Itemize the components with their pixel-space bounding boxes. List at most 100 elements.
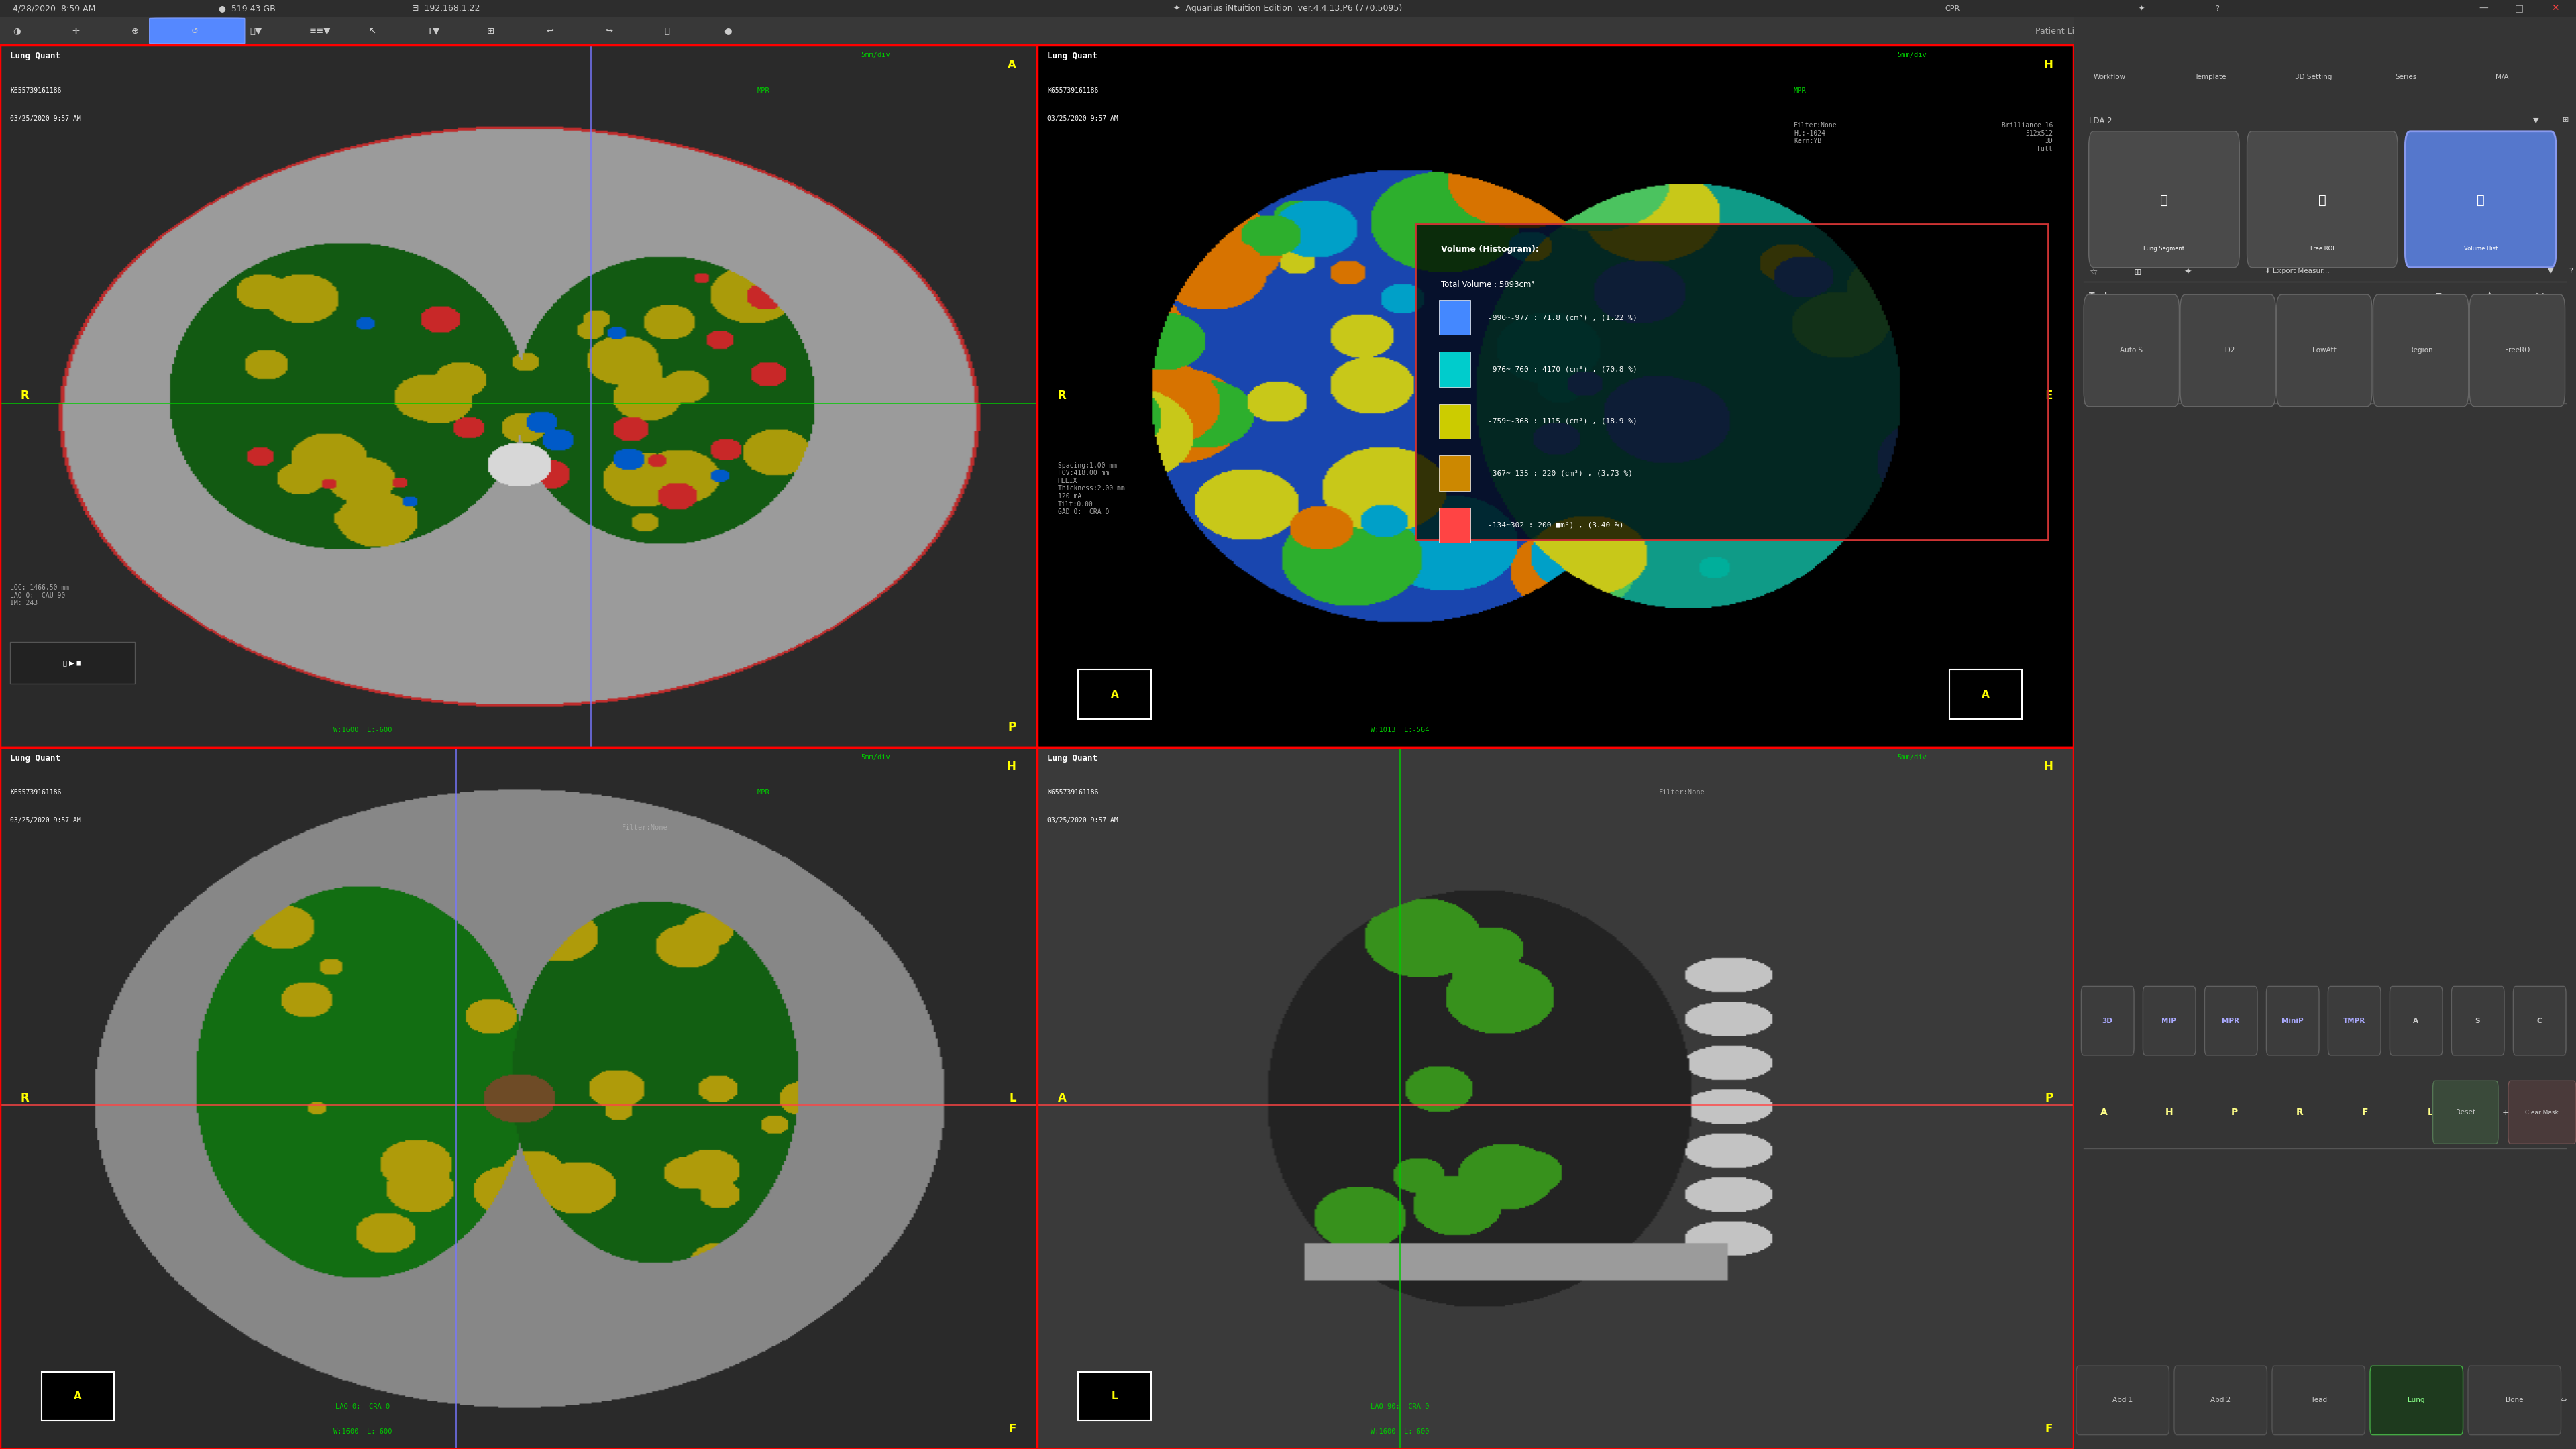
FancyBboxPatch shape bbox=[2391, 987, 2442, 1055]
Text: ⇔: ⇔ bbox=[2561, 1397, 2566, 1404]
Text: ⊞: ⊞ bbox=[2133, 268, 2141, 277]
Text: ?: ? bbox=[2215, 4, 2221, 12]
Bar bbox=[1079, 1372, 1151, 1421]
Text: ✛: ✛ bbox=[72, 26, 80, 35]
Text: Volume Hist: Volume Hist bbox=[2463, 246, 2499, 252]
Text: ⬛▼: ⬛▼ bbox=[250, 26, 263, 35]
Text: ✦: ✦ bbox=[2486, 291, 2494, 300]
FancyBboxPatch shape bbox=[2143, 987, 2195, 1055]
Text: Tool: Tool bbox=[2089, 291, 2107, 300]
Text: L: L bbox=[2427, 1107, 2434, 1117]
Text: 03/25/2020 9:57 AM: 03/25/2020 9:57 AM bbox=[10, 114, 82, 122]
Text: Filter:None: Filter:None bbox=[1659, 790, 1705, 796]
Text: A: A bbox=[1981, 690, 1989, 700]
Text: ?: ? bbox=[2568, 268, 2573, 274]
Text: W:1013  L:-564: W:1013 L:-564 bbox=[1370, 726, 1430, 733]
Text: R: R bbox=[1059, 390, 1066, 401]
Text: 03/25/2020 9:57 AM: 03/25/2020 9:57 AM bbox=[1048, 817, 1118, 824]
FancyBboxPatch shape bbox=[2174, 1366, 2267, 1435]
Text: F: F bbox=[2362, 1107, 2367, 1117]
Text: Lung Quant: Lung Quant bbox=[1048, 753, 1097, 762]
FancyBboxPatch shape bbox=[2179, 294, 2275, 406]
Text: Volume (Histogram):: Volume (Histogram): bbox=[1440, 245, 1538, 254]
Text: -976~-760 : 4170 (cm³) , (70.8 %): -976~-760 : 4170 (cm³) , (70.8 %) bbox=[1489, 367, 1638, 372]
Text: ⊕: ⊕ bbox=[131, 26, 139, 35]
Bar bbox=[1079, 669, 1151, 719]
FancyBboxPatch shape bbox=[1414, 225, 2048, 540]
Bar bbox=[1440, 300, 1471, 335]
Text: Region: Region bbox=[2409, 348, 2432, 354]
Text: CPR: CPR bbox=[1945, 4, 1960, 12]
Text: L: L bbox=[1010, 1093, 1015, 1104]
Text: MIP: MIP bbox=[2161, 1017, 2177, 1024]
Text: ⊞: ⊞ bbox=[2563, 117, 2568, 123]
Bar bbox=[1950, 669, 2022, 719]
Text: Abd 2: Abd 2 bbox=[2210, 1397, 2231, 1404]
Text: 3D: 3D bbox=[2102, 1017, 2112, 1024]
Text: LowAtt: LowAtt bbox=[2313, 348, 2336, 354]
Text: Viewer: Viewer bbox=[2210, 26, 2239, 35]
Text: Reset: Reset bbox=[2455, 1108, 2476, 1116]
Text: Patient List: Patient List bbox=[2035, 26, 2081, 35]
Text: Filter:None
HU:-1024
Kern:YB: Filter:None HU:-1024 Kern:YB bbox=[1793, 122, 1837, 145]
Text: W:1600  L:-600: W:1600 L:-600 bbox=[332, 1429, 392, 1435]
Text: ⬇ Export Measur...: ⬇ Export Measur... bbox=[2264, 268, 2329, 274]
FancyBboxPatch shape bbox=[2329, 987, 2380, 1055]
Text: ●: ● bbox=[724, 26, 732, 35]
Text: 03/25/2020 9:57 AM: 03/25/2020 9:57 AM bbox=[10, 817, 82, 824]
Text: ✦: ✦ bbox=[2184, 268, 2192, 277]
Text: Free ROI: Free ROI bbox=[2311, 246, 2334, 252]
Bar bbox=[10, 642, 134, 684]
Text: R: R bbox=[21, 1093, 28, 1104]
Text: ▼: ▼ bbox=[2548, 268, 2553, 274]
Text: M/A: M/A bbox=[2496, 74, 2509, 81]
Text: K655739161186: K655739161186 bbox=[1048, 790, 1097, 796]
Text: L: L bbox=[1110, 1391, 1118, 1401]
Text: 🫁: 🫁 bbox=[2318, 194, 2326, 206]
Text: Filter:None: Filter:None bbox=[621, 824, 667, 830]
Text: -759~-368 : 1115 (cm³) , (18.9 %): -759~-368 : 1115 (cm³) , (18.9 %) bbox=[1489, 417, 1638, 425]
Text: LAO 0:  CRA 0: LAO 0: CRA 0 bbox=[335, 1404, 389, 1410]
Bar bbox=[1440, 352, 1471, 387]
Text: -990~-977 : 71.8 (cm³) , (1.22 %): -990~-977 : 71.8 (cm³) , (1.22 %) bbox=[1489, 314, 1638, 320]
Text: Head: Head bbox=[2308, 1397, 2326, 1404]
Text: A: A bbox=[2099, 1107, 2107, 1117]
Text: Template: Template bbox=[2195, 74, 2226, 81]
Text: R: R bbox=[21, 390, 28, 401]
Text: ↩: ↩ bbox=[546, 26, 554, 35]
FancyBboxPatch shape bbox=[2272, 1366, 2365, 1435]
FancyBboxPatch shape bbox=[2509, 1081, 2576, 1143]
Text: 🔴: 🔴 bbox=[665, 26, 670, 35]
Text: ✕: ✕ bbox=[2550, 4, 2561, 13]
Text: P: P bbox=[1007, 720, 1015, 733]
Text: ↖: ↖ bbox=[368, 26, 376, 35]
Text: A: A bbox=[2414, 1017, 2419, 1024]
Text: >>: >> bbox=[2535, 291, 2548, 298]
FancyBboxPatch shape bbox=[2277, 294, 2372, 406]
Text: K655739161186: K655739161186 bbox=[1048, 87, 1097, 94]
Text: —: — bbox=[2478, 4, 2488, 13]
FancyBboxPatch shape bbox=[2081, 987, 2133, 1055]
Text: ⊞: ⊞ bbox=[2434, 291, 2442, 300]
Text: ▼: ▼ bbox=[2532, 117, 2540, 123]
Text: Lung: Lung bbox=[2409, 1397, 2424, 1404]
Text: ↪: ↪ bbox=[605, 26, 613, 35]
Text: F: F bbox=[2045, 1423, 2053, 1435]
Text: Series: Series bbox=[2396, 74, 2416, 81]
Text: MiniP: MiniP bbox=[2282, 1017, 2303, 1024]
Text: A: A bbox=[1110, 690, 1118, 700]
FancyBboxPatch shape bbox=[149, 19, 245, 43]
Text: P: P bbox=[2045, 1093, 2053, 1104]
Text: ✦  Aquarius iNtuition Edition  ver.4.4.13.P6 (770.5095): ✦ Aquarius iNtuition Edition ver.4.4.13.… bbox=[1175, 4, 1401, 13]
Text: P: P bbox=[2231, 1107, 2239, 1117]
Text: ↺: ↺ bbox=[191, 26, 198, 35]
Text: K655739161186: K655739161186 bbox=[10, 87, 62, 94]
Text: Abd 1: Abd 1 bbox=[2112, 1397, 2133, 1404]
Text: ◑: ◑ bbox=[13, 26, 21, 35]
Text: ⊞: ⊞ bbox=[487, 26, 495, 35]
Text: 📷 ▶ ◼: 📷 ▶ ◼ bbox=[64, 659, 82, 667]
FancyBboxPatch shape bbox=[2406, 132, 2555, 268]
Text: 3D Setting: 3D Setting bbox=[2295, 74, 2331, 81]
FancyBboxPatch shape bbox=[2246, 132, 2398, 268]
Text: MPR: MPR bbox=[1793, 87, 1806, 94]
